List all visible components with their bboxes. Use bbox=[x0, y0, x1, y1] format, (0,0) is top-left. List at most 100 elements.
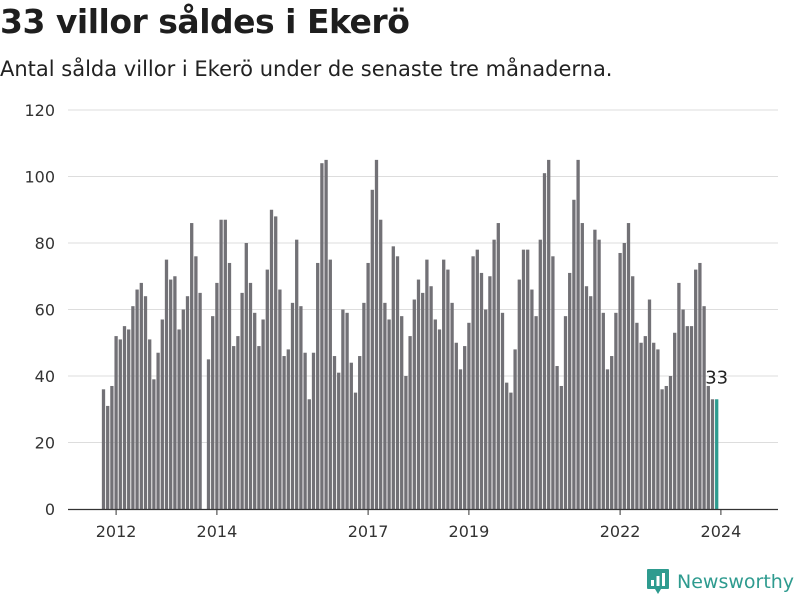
x-tick-label: 2022 bbox=[600, 522, 641, 541]
bar bbox=[295, 239, 299, 510]
bar bbox=[492, 239, 496, 510]
bar bbox=[215, 282, 219, 509]
bar bbox=[656, 349, 660, 509]
bar bbox=[139, 282, 143, 509]
y-axis-ticks: 0 20 40 60 80 100 120 bbox=[24, 101, 55, 519]
bar bbox=[366, 262, 370, 509]
bar bbox=[635, 322, 639, 509]
bar bbox=[307, 399, 311, 509]
bar bbox=[101, 389, 106, 509]
bar bbox=[534, 316, 538, 509]
bar bbox=[442, 259, 446, 509]
bar bbox=[206, 359, 211, 509]
bar bbox=[278, 289, 282, 509]
bar bbox=[160, 319, 164, 509]
bar bbox=[387, 319, 391, 509]
bar bbox=[433, 319, 437, 509]
y-tick-label: 0 bbox=[45, 500, 55, 519]
bar bbox=[400, 316, 404, 509]
y-tick-label: 100 bbox=[24, 168, 55, 187]
bar bbox=[530, 289, 534, 509]
bars bbox=[101, 159, 719, 510]
bar bbox=[664, 385, 668, 509]
bar bbox=[211, 316, 215, 509]
bar bbox=[265, 269, 269, 509]
bar bbox=[551, 256, 555, 509]
annotations: 33 bbox=[705, 367, 728, 388]
brand-name: Newsworthy bbox=[677, 571, 795, 593]
bar bbox=[572, 199, 576, 509]
bar bbox=[177, 329, 181, 509]
newsworthy-logo-icon bbox=[647, 569, 669, 594]
bar bbox=[639, 342, 643, 509]
bar bbox=[257, 346, 261, 509]
bar bbox=[190, 223, 194, 510]
bar bbox=[290, 302, 295, 509]
bar bbox=[479, 272, 484, 509]
bar bbox=[286, 349, 290, 509]
bar bbox=[681, 309, 685, 509]
bar bbox=[311, 352, 316, 509]
last-value-label: 33 bbox=[705, 367, 728, 388]
bar bbox=[601, 312, 605, 509]
bar bbox=[332, 356, 337, 509]
chart-subtitle: Antal sålda villor i Ekerö under de sena… bbox=[0, 57, 613, 81]
bar bbox=[618, 252, 622, 509]
bar bbox=[710, 399, 715, 509]
bar bbox=[374, 159, 379, 509]
bar bbox=[169, 279, 173, 509]
bar bbox=[106, 405, 110, 509]
bar bbox=[647, 299, 652, 509]
bar bbox=[127, 329, 131, 509]
bar bbox=[677, 282, 681, 509]
bar bbox=[509, 392, 513, 509]
bar bbox=[643, 336, 647, 509]
bar bbox=[236, 336, 240, 509]
bar-highlight bbox=[715, 399, 719, 509]
bar bbox=[488, 276, 492, 509]
bar bbox=[269, 209, 274, 509]
bar bbox=[328, 259, 332, 509]
bar bbox=[668, 376, 673, 509]
bar bbox=[610, 356, 614, 509]
bar bbox=[194, 256, 198, 509]
newsworthy-logo[interactable]: Newsworthy bbox=[646, 568, 794, 596]
bar bbox=[463, 346, 467, 509]
bar bbox=[702, 306, 706, 509]
bar bbox=[580, 223, 584, 510]
bar bbox=[526, 249, 530, 509]
bar bbox=[496, 223, 500, 510]
bar bbox=[152, 379, 156, 509]
bar bbox=[542, 173, 547, 510]
x-tick-label: 2017 bbox=[348, 522, 389, 541]
bar bbox=[198, 292, 202, 509]
bar bbox=[244, 243, 248, 509]
bar bbox=[173, 276, 177, 509]
bar bbox=[660, 389, 664, 509]
bar bbox=[370, 189, 374, 510]
bar bbox=[685, 326, 689, 509]
bar bbox=[689, 326, 694, 509]
bar bbox=[706, 385, 710, 509]
y-tick-label: 120 bbox=[24, 101, 55, 120]
bar bbox=[517, 279, 521, 509]
x-tick-label: 2019 bbox=[449, 522, 490, 541]
bar bbox=[303, 352, 307, 509]
bar bbox=[425, 259, 429, 509]
bar bbox=[227, 262, 232, 509]
bar bbox=[345, 312, 349, 509]
bar bbox=[143, 296, 148, 509]
bar bbox=[467, 322, 471, 509]
bar bbox=[500, 312, 505, 509]
bar bbox=[454, 342, 458, 509]
bar bbox=[505, 382, 509, 509]
x-axis-ticks: 2012 2014 2017 2019 2022 2024 bbox=[96, 509, 742, 541]
x-tick-label: 2024 bbox=[701, 522, 742, 541]
y-tick-label: 40 bbox=[35, 367, 55, 386]
bar bbox=[576, 159, 580, 509]
bar bbox=[652, 342, 656, 509]
bar bbox=[320, 163, 324, 509]
bar bbox=[605, 369, 610, 509]
bar bbox=[391, 246, 395, 509]
